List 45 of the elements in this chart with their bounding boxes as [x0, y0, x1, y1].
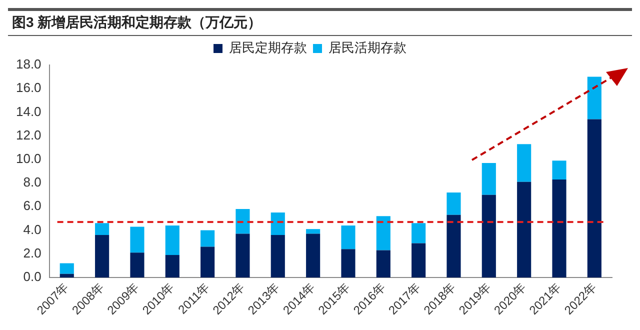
bar [200, 246, 215, 278]
bar [517, 182, 532, 278]
bar [60, 274, 74, 278]
bar [587, 76, 602, 120]
y-tick-label: 8.0 [23, 174, 42, 190]
bar [552, 179, 566, 278]
y-tick-label: 4.0 [23, 222, 42, 237]
y-tick-label: 10.0 [16, 151, 42, 166]
bar [482, 162, 496, 195]
y-tick-label: 18.0 [16, 56, 42, 72]
legend-label: 居民定期存款 [229, 40, 307, 56]
y-tick-label: 2.0 [23, 245, 42, 260]
bar [165, 255, 180, 278]
bar [552, 160, 566, 180]
bar [517, 144, 532, 182]
bar [95, 223, 110, 235]
chart-title: 图3 新增居民活期和定期存款（万亿元） [8, 8, 632, 36]
bar [200, 230, 215, 247]
bar [341, 249, 356, 278]
bar [130, 252, 144, 278]
bar [376, 216, 390, 250]
legend-label: 居民活期存款 [328, 40, 406, 56]
bar [270, 234, 285, 278]
bar [482, 194, 496, 278]
bar [446, 214, 461, 278]
bar [341, 226, 356, 250]
bar [95, 234, 110, 278]
y-tick-label: 0.0 [23, 269, 42, 284]
bar [306, 234, 320, 278]
y-tick-label: 16.0 [16, 80, 42, 96]
bar [130, 226, 144, 253]
bar [412, 223, 426, 244]
bar [446, 192, 461, 215]
bar [236, 209, 250, 234]
bar [306, 229, 320, 234]
y-tick-label: 12.0 [16, 127, 42, 142]
bar [236, 234, 250, 278]
bar [165, 226, 180, 256]
bar [412, 243, 426, 278]
y-tick-label: 14.0 [16, 104, 42, 119]
bar [587, 119, 602, 278]
bar [376, 250, 390, 278]
bar [270, 212, 285, 235]
y-tick-label: 6.0 [23, 198, 42, 214]
bar [60, 263, 74, 274]
